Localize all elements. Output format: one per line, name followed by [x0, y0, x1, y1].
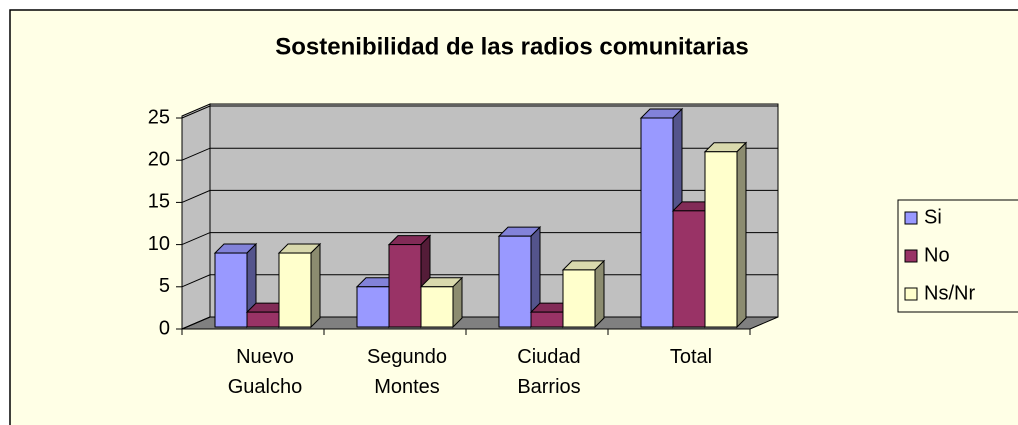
legend-label: No — [924, 244, 950, 266]
y-tick-label: 10 — [148, 233, 170, 255]
y-tick-label: 25 — [148, 106, 170, 128]
legend-label: Si — [924, 206, 942, 228]
grid-line — [181, 189, 778, 203]
grid-line — [181, 147, 778, 161]
legend-label: Ns/Nr — [924, 282, 975, 304]
x-tick-label: Nuevo Gualcho — [227, 346, 303, 398]
chart-title: Sostenibilidad de las radios comunitaria… — [275, 33, 748, 60]
bar — [672, 210, 706, 328]
bar-side — [736, 141, 747, 329]
bar — [246, 311, 280, 328]
grid-line — [181, 105, 778, 119]
bar — [640, 117, 674, 328]
side-wall — [181, 103, 211, 330]
bar-side — [594, 259, 605, 329]
bar — [356, 286, 390, 328]
x-tick-label: Total — [669, 346, 713, 368]
bar — [388, 244, 422, 328]
bar — [420, 286, 454, 328]
legend-swatch — [904, 287, 918, 301]
bar — [278, 252, 312, 328]
bar-side — [310, 242, 321, 329]
legend-swatch — [904, 249, 918, 263]
y-tick-label: 20 — [148, 148, 170, 170]
bar — [704, 151, 738, 328]
legend-swatch — [904, 211, 918, 225]
bar — [530, 311, 564, 328]
y-tick-label: 5 — [159, 275, 170, 297]
y-tick-label: 15 — [148, 191, 170, 213]
legend-box — [897, 199, 1018, 313]
bar — [214, 252, 248, 328]
bar — [562, 269, 596, 328]
x-tick-label: Segundo Montes — [366, 346, 448, 398]
bar — [498, 235, 532, 328]
y-tick-label: 0 — [159, 317, 170, 339]
bar-side — [452, 276, 463, 329]
x-tick-label: Ciudad Barrios — [517, 346, 581, 398]
grid-line — [181, 232, 778, 246]
